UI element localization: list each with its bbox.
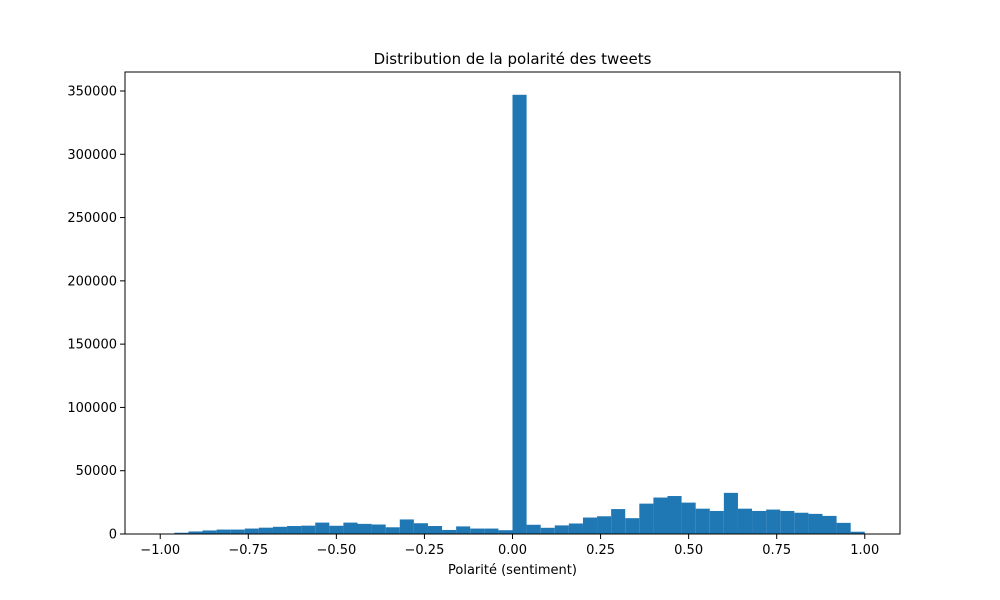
histogram-bar (272, 526, 288, 534)
histogram-bar (526, 524, 541, 534)
x-tick-label: 0.25 (586, 543, 615, 558)
x-tick-label: 0.00 (498, 543, 527, 558)
histogram-bar (737, 508, 753, 534)
histogram-bar (244, 528, 259, 534)
x-tick-label: −0.50 (316, 543, 356, 558)
histogram-bar (836, 522, 851, 534)
x-axis-ticks: −1.00 −0.75 −0.50 −0.25 0.00 0.25 0.50 0.75 1.00 (140, 534, 879, 558)
histogram-bar (329, 525, 344, 534)
histogram-bar (202, 530, 217, 534)
histogram-bar (174, 532, 189, 534)
histogram-bar (808, 513, 823, 534)
histogram-bar (498, 530, 513, 534)
y-tick-label: 100000 (67, 401, 117, 416)
histogram-bar (611, 509, 626, 534)
x-tick-label: −0.75 (228, 543, 268, 558)
histogram-bar (582, 517, 598, 534)
y-tick-label: 0 (109, 528, 117, 543)
x-tick-label: 1.00 (850, 543, 879, 558)
x-axis-label: Polarité (sentiment) (448, 563, 577, 578)
plot-frame (124, 71, 901, 535)
histogram-bar (315, 522, 330, 534)
histogram-bar (230, 529, 245, 534)
histogram-bar (554, 525, 569, 534)
chart-title: Distribution de la polarité des tweets (374, 50, 652, 68)
histogram-bar (357, 523, 372, 534)
histogram-bar (752, 510, 767, 534)
histogram-bar (695, 508, 710, 534)
histogram-bar (639, 503, 654, 534)
histogram-bar (456, 526, 471, 534)
x-tick-label: 0.50 (674, 543, 703, 558)
histogram-bar (540, 527, 555, 534)
histogram-bar (780, 510, 795, 534)
histogram-bar (413, 523, 428, 534)
histogram-bar (216, 529, 231, 534)
histogram-bar (301, 525, 316, 534)
y-tick-label: 200000 (67, 274, 117, 289)
y-tick-label: 300000 (67, 148, 117, 163)
histogram-bar (512, 94, 527, 534)
y-tick-label: 150000 (67, 338, 117, 353)
histogram-bar (484, 528, 499, 534)
histogram-bar (766, 509, 781, 534)
histogram-bar (427, 526, 443, 534)
y-tick-label: 350000 (67, 84, 117, 99)
histogram-bar (258, 527, 273, 534)
histogram-bar (399, 519, 414, 534)
histogram-bar (597, 516, 612, 534)
histogram-bar (850, 531, 865, 534)
histogram-bar (822, 515, 837, 534)
y-tick-label: 50000 (76, 464, 117, 479)
histogram-bar (681, 502, 696, 534)
x-tick-label: 0.75 (762, 543, 791, 558)
x-tick-label: −0.25 (405, 543, 445, 558)
histogram-bar (442, 529, 457, 534)
histogram-bar (667, 496, 682, 534)
histogram-bar (343, 522, 358, 534)
histogram-bar (625, 518, 640, 534)
x-tick-label: −1.00 (140, 543, 180, 558)
y-tick-label: 250000 (67, 211, 117, 226)
bars-group (160, 94, 865, 534)
y-axis-ticks: 0 50000 100000 150000 200000 250000 300000 3500… (67, 84, 125, 543)
histogram-bar (385, 527, 400, 534)
histogram-bar (470, 528, 485, 534)
histogram-bar (723, 492, 738, 534)
histogram-bar (371, 524, 386, 534)
histogram-bar (794, 512, 809, 534)
histogram-bar (287, 526, 302, 534)
histogram-bar (709, 510, 724, 534)
histogram-bar (653, 497, 668, 534)
histogram-bar (188, 531, 203, 534)
histogram-bar (568, 523, 583, 534)
